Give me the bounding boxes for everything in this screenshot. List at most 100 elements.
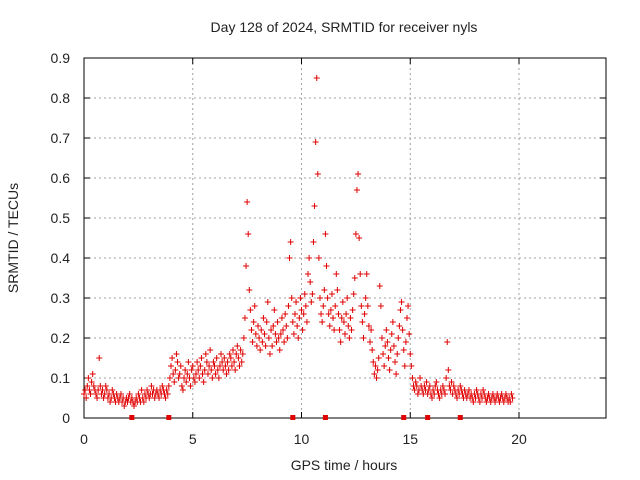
data-point [273,339,280,345]
data-point [352,231,359,237]
data-point [135,391,142,397]
data-point [176,371,183,377]
data-point [402,339,409,345]
data-point [426,383,433,389]
data-point [87,391,94,397]
data-points [81,75,516,409]
data-point [386,367,393,373]
data-point [339,299,346,305]
data-point [369,347,376,353]
data-point [287,239,294,245]
data-point [241,315,248,321]
data-point [81,391,87,397]
data-point [408,363,415,369]
data-point [270,323,277,329]
data-point [190,375,197,381]
data-point [303,319,310,325]
data-point [85,375,92,381]
data-point [189,363,196,369]
data-point [358,303,365,309]
data-point [109,387,116,393]
data-point [243,263,250,269]
data-point [280,327,287,333]
data-point [156,395,163,401]
y-tick-label: 0.4 [51,250,71,266]
data-point [448,379,455,385]
data-point [240,335,247,341]
data-point [309,291,316,297]
data-point [229,347,236,353]
data-point [302,303,309,309]
data-point [300,311,307,317]
data-point [227,355,234,361]
data-point [183,379,190,385]
data-point [306,255,313,261]
gap-marker [401,415,407,420]
grid-lines [84,58,606,418]
y-tick-label: 0.5 [51,210,71,226]
data-point [216,363,223,369]
data-point [259,339,266,345]
data-point [201,367,208,373]
data-point [389,319,396,325]
data-point [414,391,421,397]
data-point [173,351,180,357]
data-point [327,307,334,313]
data-point [234,343,241,349]
data-point [255,323,261,329]
data-point [376,283,383,289]
data-point [214,367,221,373]
gap-marker [290,415,296,420]
data-point [346,335,353,341]
data-point [195,367,202,373]
data-point [324,295,331,301]
data-point [126,391,133,397]
data-point [163,387,170,393]
data-point [209,375,216,381]
data-point [107,399,114,405]
data-point [202,351,209,357]
data-point [188,367,195,373]
data-point [97,383,104,389]
data-point [223,371,230,377]
data-point [397,307,404,313]
data-point [351,275,358,281]
y-tick-label: 0.1 [51,370,71,386]
data-point [185,359,192,365]
data-point [256,335,263,341]
data-point [403,315,410,321]
data-point [407,351,414,357]
data-point [269,343,276,349]
data-point [509,395,516,401]
data-point [246,287,253,293]
data-point [322,231,329,237]
data-point [508,391,515,397]
data-point [331,327,338,333]
data-point [179,387,186,393]
data-point [245,231,252,237]
data-point [321,287,328,293]
x-tick-label: 5 [189,431,197,447]
data-point [281,339,288,345]
data-point [502,391,509,397]
data-point [385,355,392,361]
data-point [131,403,138,409]
data-point [178,383,185,389]
data-point [219,359,226,365]
data-point [335,311,342,317]
data-point [340,319,347,325]
data-point [383,327,390,333]
data-point [293,299,300,305]
gap-marker [322,415,328,420]
data-point [311,203,318,209]
data-point [181,375,188,381]
data-point [345,323,352,329]
data-point [342,331,348,337]
data-point [171,379,178,385]
data-point [276,347,283,353]
data-point [349,307,356,313]
data-point [265,335,272,341]
data-point [367,339,374,345]
data-point [121,403,128,409]
